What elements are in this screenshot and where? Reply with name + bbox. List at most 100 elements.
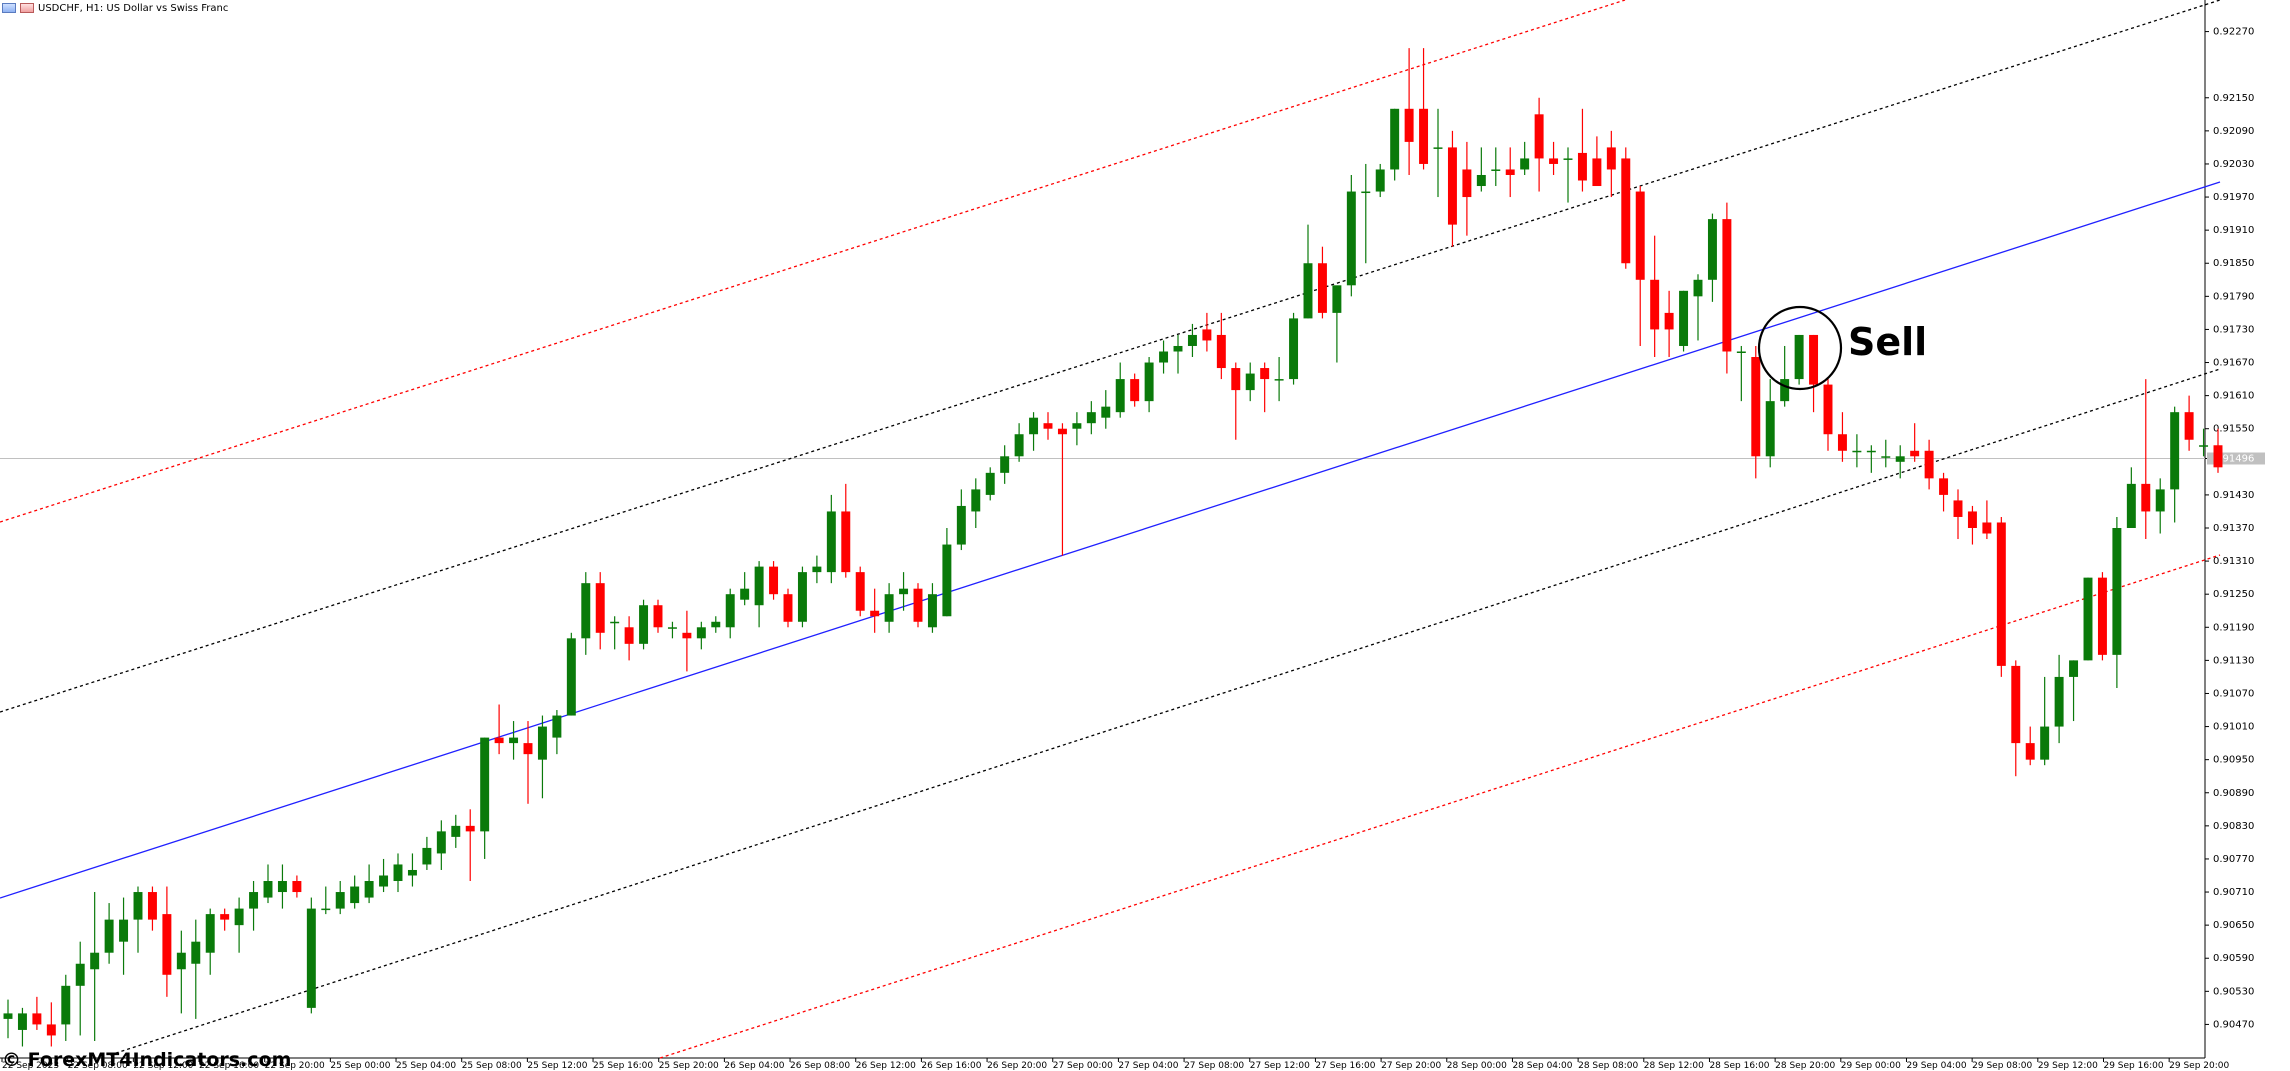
bullish-candle-body [1563, 158, 1573, 160]
bearish-candle-body [913, 588, 923, 622]
bullish-candle-body [942, 544, 952, 617]
bullish-candle-body [1187, 334, 1197, 346]
x-tick-label: 27 Sep 08:00 [1184, 1061, 1244, 1071]
x-tick-label: 27 Sep 00:00 [1053, 1061, 1113, 1071]
bearish-candle-body [1751, 357, 1761, 457]
bullish-candle-body [1520, 158, 1530, 170]
x-tick-label: 29 Sep 04:00 [1906, 1061, 1966, 1071]
y-tick-label: 0.91070 [2213, 688, 2254, 699]
bearish-candle-body [682, 632, 692, 639]
x-tick-label: 29 Sep 16:00 [2103, 1061, 2163, 1071]
bullish-candle-body [1491, 169, 1501, 171]
bearish-candle-body [1664, 312, 1674, 330]
bullish-candle-body [1679, 290, 1689, 346]
x-tick-label: 25 Sep 20:00 [659, 1061, 719, 1071]
bullish-candle-body [826, 511, 836, 573]
bearish-candle-body [2025, 743, 2035, 760]
bullish-candle-body [1794, 334, 1804, 380]
bullish-candle-body [2199, 445, 2209, 447]
bullish-candle-body [1144, 362, 1154, 402]
bullish-candle-body [2040, 726, 2050, 760]
bullish-candle-body [119, 919, 129, 942]
bearish-candle-body [1621, 158, 1631, 264]
bullish-candle-body [639, 605, 649, 644]
bullish-candle-body [90, 952, 100, 970]
bullish-candle-body [1693, 279, 1703, 297]
bullish-candle-body [956, 505, 966, 545]
bullish-candle-body [899, 588, 909, 595]
bearish-candle-body [1043, 423, 1053, 429]
x-tick-label: 22 Sep 20:00 [265, 1061, 325, 1071]
bearish-candle-body [1534, 114, 1544, 159]
bearish-candle-body [1910, 450, 1920, 457]
bearish-candle-body [1505, 169, 1515, 175]
channel-lower-inner-line [109, 368, 2221, 1056]
bullish-candle-body [581, 583, 591, 639]
bearish-candle-body [769, 566, 779, 595]
x-tick-label: 26 Sep 20:00 [987, 1061, 1047, 1071]
x-tick-label: 28 Sep 00:00 [1447, 1061, 1507, 1071]
x-tick-label: 27 Sep 12:00 [1250, 1061, 1310, 1071]
bearish-candle-body [32, 1013, 42, 1025]
bullish-candle-body [927, 594, 937, 628]
bearish-candle-body [870, 610, 880, 617]
bearish-candle-body [1635, 191, 1645, 280]
x-tick-label: 22 Sep 16:00 [199, 1061, 259, 1071]
chart-type-icon [2, 3, 16, 13]
bullish-candle-body [335, 892, 345, 909]
y-tick-label: 0.92150 [2213, 93, 2254, 104]
x-tick-label: 26 Sep 12:00 [856, 1061, 916, 1071]
y-tick-label: 0.91250 [2213, 589, 2254, 600]
watermark-text: © ForexMT4Indicators.com [2, 1049, 292, 1071]
bullish-candle-body [985, 472, 995, 495]
x-tick-label: 28 Sep 12:00 [1644, 1061, 1704, 1071]
bullish-candle-body [1072, 423, 1082, 429]
y-tick-label: 0.91190 [2213, 622, 2254, 633]
bullish-candle-body [364, 881, 374, 898]
bullish-candle-body [1866, 450, 1876, 453]
bullish-candle-body [1390, 108, 1400, 170]
bullish-candle-body [1332, 285, 1342, 313]
bullish-candle-body [610, 621, 620, 624]
bullish-candle-body [1173, 345, 1183, 352]
y-tick-label: 0.90950 [2213, 755, 2254, 766]
y-tick-label: 0.90890 [2213, 788, 2254, 799]
channel-upper-outer-line [0, 0, 1626, 523]
bullish-candle-body [1765, 401, 1775, 457]
channel-lower-outer-line [659, 554, 2221, 1059]
x-tick-label: 26 Sep 08:00 [790, 1061, 850, 1071]
bullish-candle-body [1086, 412, 1096, 424]
y-tick-label: 0.90830 [2213, 821, 2254, 832]
bearish-candle-body [2141, 483, 2151, 512]
x-tick-label: 28 Sep 04:00 [1512, 1061, 1572, 1071]
bullish-candle-body [1433, 147, 1443, 149]
bullish-candle-body [205, 914, 215, 953]
bearish-candle-body [1823, 384, 1833, 435]
x-tick-label: 27 Sep 20:00 [1381, 1061, 1441, 1071]
bearish-candle-body [1462, 169, 1472, 198]
x-tick-label: 22 Sep 2023 [2, 1061, 59, 1071]
bearish-candle-body [1231, 368, 1241, 391]
bearish-candle-body [2011, 665, 2021, 744]
x-tick-label: 22 Sep 08:00 [68, 1061, 128, 1071]
bullish-candle-body [379, 875, 389, 887]
bullish-candle-body [1245, 373, 1255, 391]
bullish-candle-body [1000, 456, 1010, 473]
bullish-candle-body [75, 963, 85, 986]
bearish-candle-body [1447, 147, 1457, 225]
bullish-candle-body [566, 638, 576, 716]
bullish-candle-body [191, 941, 201, 964]
bearish-candle-body [1592, 158, 1602, 187]
bullish-candle-body [537, 726, 547, 760]
x-tick-label: 29 Sep 08:00 [1972, 1061, 2032, 1071]
bearish-candle-body [494, 737, 504, 744]
bullish-candle-body [104, 919, 114, 953]
y-tick-label: 0.92030 [2213, 159, 2254, 170]
bullish-candle-body [407, 869, 417, 876]
bullish-candle-body [350, 886, 360, 904]
bearish-candle-body [1130, 379, 1140, 402]
bearish-candle-body [1924, 450, 1934, 479]
x-tick-label: 28 Sep 16:00 [1709, 1061, 1769, 1071]
